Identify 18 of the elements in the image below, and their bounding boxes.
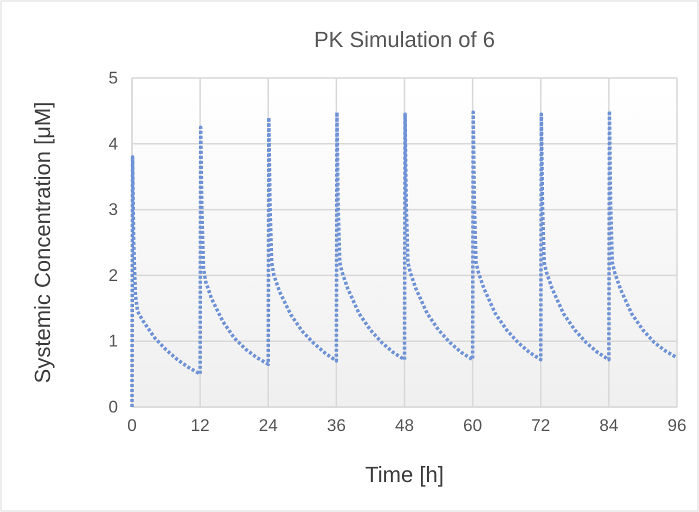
chart-title: PK Simulation of 6: [314, 27, 495, 52]
y-tick-label: 5: [108, 68, 118, 88]
x-axis-title: Time [h]: [365, 462, 444, 487]
y-tick-label: 0: [108, 397, 118, 416]
y-tick-label: 3: [108, 200, 118, 220]
x-tick-label: 48: [395, 416, 414, 436]
y-tick-label: 2: [108, 266, 118, 285]
y-axis-title: Systemic Concentration [μM]: [30, 102, 55, 384]
x-tick-label: 72: [531, 416, 550, 436]
y-tick-label: 4: [108, 134, 118, 154]
x-tick-label: 60: [463, 416, 482, 436]
x-tick-label: 36: [326, 416, 346, 436]
x-tick-label: 12: [190, 416, 210, 436]
x-tick-label: 84: [599, 416, 618, 436]
x-tick-label: 0: [127, 416, 137, 436]
x-tick-label: 96: [668, 416, 686, 436]
y-tick-label: 1: [108, 332, 118, 351]
x-tick-label: 24: [258, 416, 278, 436]
